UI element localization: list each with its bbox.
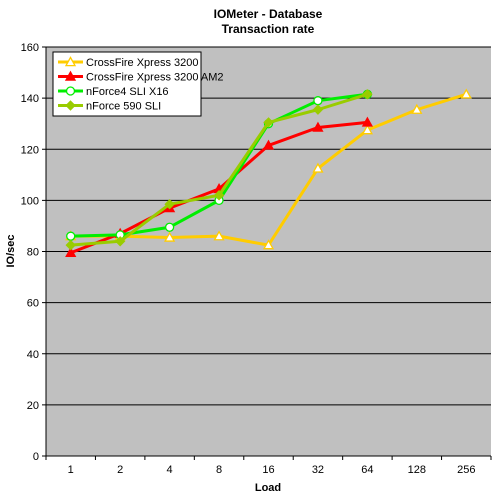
data-point	[361, 124, 373, 135]
data-point	[65, 239, 76, 251]
y-tick-label: 100	[21, 195, 39, 207]
x-tick-label: 2	[117, 464, 123, 476]
x-tick-label: 128	[408, 464, 426, 476]
legend-swatch-marker	[64, 56, 77, 67]
legend-swatch-marker	[64, 70, 77, 81]
legend-entry: nForce 590 SLI	[58, 100, 161, 113]
x-tick-label: 8	[216, 464, 222, 476]
y-tick-label: 40	[27, 349, 39, 361]
data-point	[361, 116, 373, 127]
x-tick-label: 4	[167, 464, 173, 476]
data-point	[114, 236, 126, 247]
data-point	[65, 246, 77, 258]
legend: CrossFire Xpress 3200 CrossFire Xpress 32…	[52, 51, 224, 117]
data-point	[164, 199, 175, 210]
x-axis-label: Load	[255, 482, 281, 494]
data-point	[164, 231, 176, 242]
data-point	[66, 231, 76, 241]
legend-swatch-marker	[65, 100, 76, 111]
data-point	[213, 230, 225, 241]
x-tick-label: 1	[68, 464, 74, 476]
legend-entry: nForce4 SLI X16	[58, 86, 169, 98]
legend-label: nForce4 SLI X16	[86, 86, 169, 98]
data-point	[262, 239, 275, 250]
data-point	[312, 104, 324, 115]
grid-lines	[46, 46, 491, 406]
legend-label: CrossFire Xpress 3200 AM2	[86, 72, 224, 84]
y-tick-label: 140	[21, 93, 39, 105]
y-tick-label: 80	[27, 247, 39, 259]
legend-label: CrossFire Xpress 3200	[86, 57, 199, 69]
legend-entry: CrossFire Xpress 3200	[58, 56, 199, 69]
chart-subtitle: Transaction rate	[222, 22, 315, 36]
x-tick-label: 64	[361, 464, 373, 476]
data-point	[262, 139, 275, 150]
series-layer	[65, 88, 472, 258]
chart-title: IOMeter - Database	[214, 7, 323, 21]
x-tick-label: 256	[457, 464, 475, 476]
y-tick-label: 60	[27, 298, 39, 310]
axes: 0 20 40 60 80 100 120 140 160 1 2 4 8 16 32 64 128 256	[21, 42, 492, 476]
y-tick-label: 120	[21, 144, 39, 156]
x-tick-label: 16	[262, 464, 274, 476]
legend-entry: CrossFire Xpress 3200 AM2	[58, 70, 224, 84]
y-tick-label: 0	[33, 451, 39, 463]
y-tick-label: 20	[27, 400, 39, 412]
data-point	[460, 88, 472, 99]
data-point	[362, 89, 373, 100]
y-tick-label: 160	[21, 42, 39, 54]
data-point	[263, 117, 274, 128]
legend-label: nForce 590 SLI	[86, 101, 161, 113]
data-point	[312, 121, 324, 132]
x-tick-label: 32	[312, 464, 324, 476]
data-point	[164, 222, 175, 232]
data-point	[313, 96, 323, 106]
y-axis-label: IO/sec	[5, 234, 17, 267]
data-point	[411, 103, 423, 114]
data-point	[213, 190, 225, 201]
legend-swatch-marker	[65, 86, 76, 96]
series-3	[65, 89, 373, 251]
data-point	[312, 162, 324, 173]
